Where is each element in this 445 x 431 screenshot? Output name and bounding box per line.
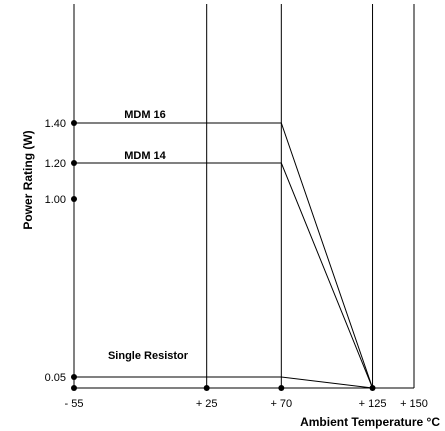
- x-tick-label-4: + 150: [400, 398, 428, 410]
- y-tick-label-3: 1.40: [45, 118, 66, 130]
- series-label-mdm14: MDM 14: [124, 150, 166, 162]
- y-tick-label-2: 1.20: [45, 158, 66, 170]
- series-label-mdm16: MDM 16: [124, 109, 166, 121]
- series-line-0: [74, 122, 374, 389]
- x-tick-label-3: + 125: [359, 398, 387, 410]
- y-tick-marker-2: [71, 160, 77, 166]
- x-tick-marker-2: [278, 385, 285, 391]
- tick-labels: 0.05 1.00 1.20 1.40 - 55 + 25 + 70 + 125 + 150: [45, 118, 428, 410]
- grid-lines: [206, 4, 374, 388]
- y-tick-marker-0: [71, 374, 77, 380]
- y-tick-marker-3: [71, 120, 77, 126]
- series-line-1: [74, 162, 373, 389]
- x-tick-marker-0: [71, 385, 77, 391]
- axes: [73, 4, 415, 389]
- x-tick-label-1: + 25: [196, 398, 218, 410]
- x-tick-label-2: + 70: [270, 398, 292, 410]
- x-tick-marker-1: [203, 385, 210, 391]
- y-tick-marker-1: [71, 196, 77, 202]
- series-lines: [74, 122, 374, 389]
- tick-markers: [71, 120, 376, 391]
- y-axis-title: Power Rating (W): [21, 130, 35, 229]
- series-label-single-resistor: Single Resistor: [108, 350, 189, 362]
- x-tick-marker-3: [369, 385, 376, 391]
- y-tick-label-1: 1.00: [45, 194, 66, 206]
- series-line-2: [74, 376, 373, 389]
- y-tick-label-0: 0.05: [45, 372, 66, 384]
- x-axis-title: Ambient Temperature °C: [300, 415, 440, 429]
- x-tick-label-0: - 55: [65, 398, 84, 410]
